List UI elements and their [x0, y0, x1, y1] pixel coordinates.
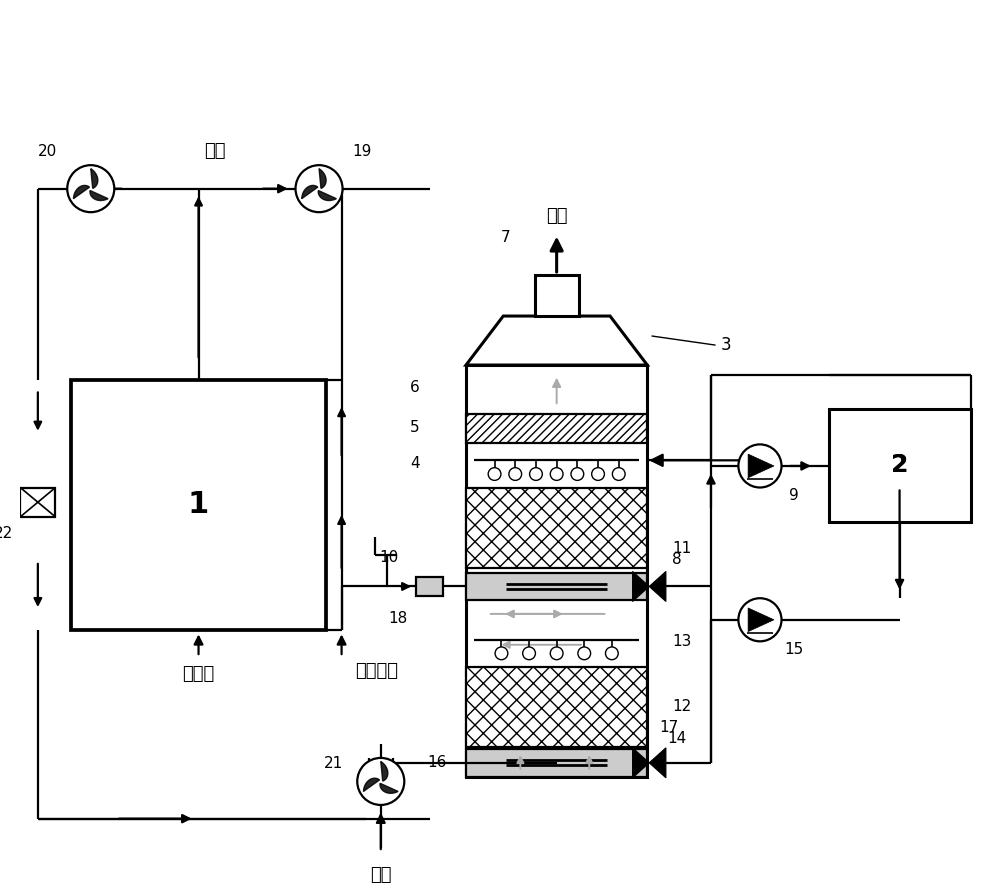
Circle shape	[738, 598, 782, 642]
Polygon shape	[90, 191, 108, 200]
Circle shape	[605, 647, 618, 659]
Text: 9: 9	[789, 488, 799, 503]
Polygon shape	[633, 571, 649, 601]
Circle shape	[612, 468, 625, 480]
Polygon shape	[380, 783, 398, 793]
Bar	[416, 576, 443, 596]
Bar	[829, 409, 971, 522]
Text: 13: 13	[672, 634, 691, 649]
Polygon shape	[649, 748, 666, 778]
Bar	[466, 365, 647, 777]
Polygon shape	[381, 762, 388, 781]
Text: 12: 12	[672, 699, 691, 715]
Text: 烟气: 烟气	[204, 143, 225, 160]
Bar	[466, 414, 647, 444]
Text: 7: 7	[501, 230, 511, 245]
Circle shape	[550, 468, 563, 480]
Text: 天然气: 天然气	[182, 665, 215, 683]
Text: 20: 20	[38, 144, 57, 159]
Polygon shape	[466, 316, 647, 365]
Circle shape	[488, 468, 501, 480]
Bar	[71, 380, 326, 630]
Text: 17: 17	[659, 720, 678, 735]
Polygon shape	[748, 454, 774, 478]
Circle shape	[523, 647, 535, 659]
Bar	[535, 275, 579, 316]
Polygon shape	[633, 748, 649, 778]
Text: 16: 16	[427, 756, 446, 771]
Text: 15: 15	[785, 642, 804, 657]
Text: 5: 5	[410, 420, 420, 435]
Polygon shape	[649, 571, 666, 601]
Text: 2: 2	[891, 454, 908, 478]
Text: 1: 1	[188, 490, 209, 519]
Text: 空气: 空气	[370, 865, 392, 884]
Text: 2: 2	[891, 454, 908, 478]
Bar	[466, 749, 647, 777]
Text: 14: 14	[667, 731, 686, 746]
Circle shape	[509, 468, 522, 480]
Bar	[466, 487, 647, 568]
Bar	[466, 666, 647, 748]
Text: 4: 4	[410, 456, 420, 471]
Circle shape	[296, 165, 343, 212]
Bar	[20, 487, 55, 517]
Text: 18: 18	[389, 611, 408, 626]
Circle shape	[530, 468, 542, 480]
Polygon shape	[91, 168, 98, 188]
Text: 加湿空气: 加湿空气	[355, 662, 398, 680]
Polygon shape	[318, 191, 336, 200]
Circle shape	[67, 165, 114, 212]
Polygon shape	[748, 608, 774, 632]
Text: 3: 3	[720, 337, 731, 355]
Text: 6: 6	[410, 380, 420, 395]
Text: 21: 21	[324, 756, 343, 772]
Text: 11: 11	[672, 541, 691, 556]
Circle shape	[571, 468, 584, 480]
Circle shape	[738, 445, 782, 487]
Text: 22: 22	[0, 526, 13, 541]
Polygon shape	[363, 778, 380, 791]
Bar	[466, 573, 647, 601]
Polygon shape	[73, 185, 89, 199]
Circle shape	[495, 647, 508, 659]
Text: 排烟: 排烟	[546, 207, 567, 225]
Circle shape	[578, 647, 591, 659]
Polygon shape	[319, 168, 326, 188]
Text: 8: 8	[672, 552, 681, 567]
Circle shape	[357, 758, 404, 805]
Polygon shape	[302, 185, 318, 199]
Circle shape	[550, 647, 563, 659]
Text: 19: 19	[352, 144, 372, 159]
Text: 10: 10	[379, 550, 398, 565]
Circle shape	[592, 468, 604, 480]
